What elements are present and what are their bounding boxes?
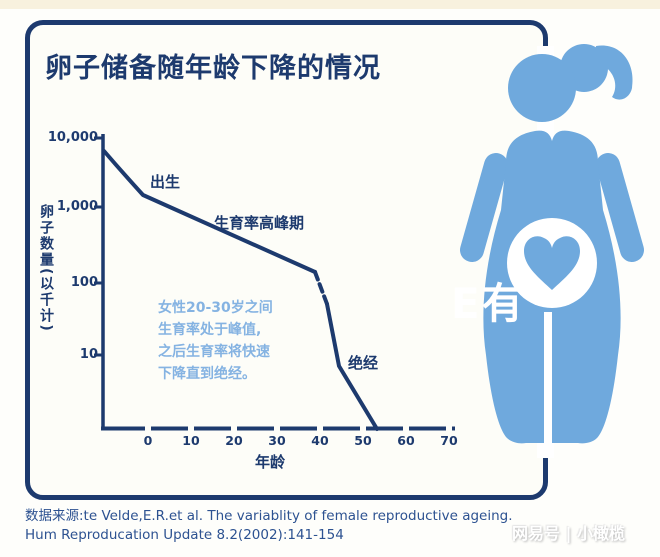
curve-label-birth: 出生	[150, 173, 181, 191]
y-tick-10000: 10,000	[47, 130, 98, 145]
x-tick-20: 20	[225, 433, 243, 448]
publisher-watermark: 网易号 | 小橄榄	[512, 524, 625, 543]
x-tick-50: 50	[354, 433, 372, 448]
x-tick-70: 70	[440, 433, 458, 448]
ponytail-bun	[560, 44, 608, 92]
partial-white-watermark: E有	[451, 279, 526, 328]
figure-right-arm	[596, 153, 644, 262]
x-tick-0: 0	[143, 433, 153, 448]
x-tick-40: 40	[311, 433, 329, 448]
y-tick-1000: 1,000	[56, 199, 98, 214]
x-axis-label: 年龄	[254, 453, 285, 471]
y-tick-100: 100	[70, 275, 98, 290]
y-tick-10: 10	[79, 347, 98, 362]
y-axis-label: 卵子数量(以千计)	[38, 204, 54, 333]
ponytail-curl	[596, 45, 633, 100]
citation-line-1: 数据来源:te Velde,E.R.et al. The variablity …	[25, 508, 513, 524]
curve-label-menopause: 绝经	[348, 354, 379, 372]
curve-label-peak-fertility: 生育率高峰期	[214, 214, 305, 232]
chart-card	[25, 20, 548, 500]
x-tick-30: 30	[268, 433, 286, 448]
chart-annotation-text: 女性20-30岁之间 生育率处于峰值, 之后生育率将快速 下降直到绝经。	[158, 300, 273, 382]
x-tick-60: 60	[397, 433, 415, 448]
data-source-citation: 数据来源:te Velde,E.R.et al. The variablity …	[25, 507, 545, 545]
citation-line-2: Hum Reproducation Update 8.2(2002):141-1…	[25, 527, 344, 543]
page-title: 卵子储备随年龄下降的情况	[45, 53, 381, 84]
top-cream-strip	[0, 0, 660, 9]
x-tick-10: 10	[182, 433, 200, 448]
